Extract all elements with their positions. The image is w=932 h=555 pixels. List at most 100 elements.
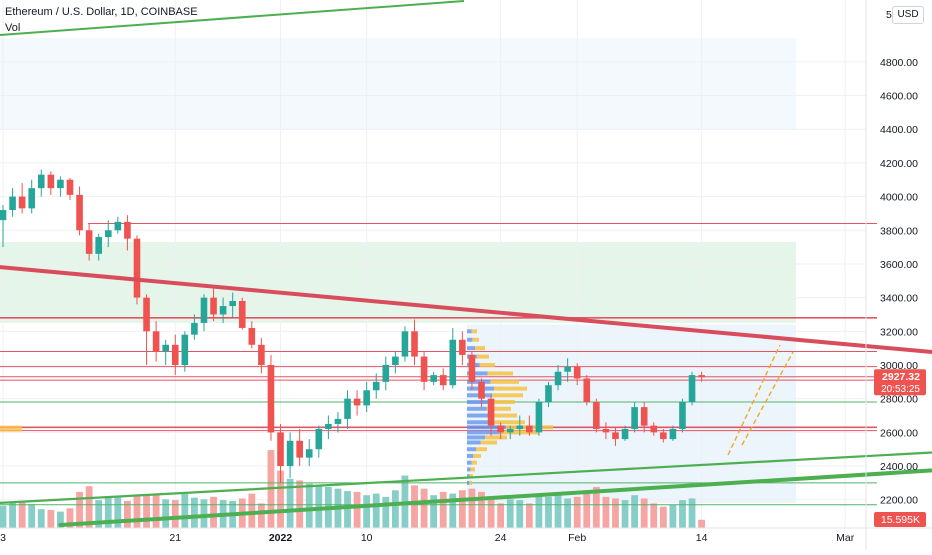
trendline	[58, 468, 932, 527]
y-tick-label: 3600.00	[880, 259, 918, 271]
y-tick-label: 4200.00	[880, 158, 918, 170]
profile-bar-buy	[467, 447, 476, 452]
volume-bar	[564, 498, 572, 528]
volume-bar	[133, 494, 141, 528]
candle-body	[219, 306, 227, 315]
profile-bar-buy	[467, 430, 500, 435]
profile-bar-sell	[492, 393, 523, 398]
profile-bar-sell	[499, 430, 539, 435]
volume-bar	[516, 500, 524, 528]
candle-body	[162, 344, 169, 352]
volume-bar	[37, 509, 45, 528]
candle-body	[238, 301, 246, 328]
profile-bar-sell	[490, 379, 519, 384]
volume-bar	[468, 488, 476, 528]
candle-body	[267, 365, 275, 433]
volume-indicator-label: Vol	[5, 22, 21, 34]
volume-bar	[650, 503, 658, 528]
background-layer	[0, 0, 866, 550]
volume-bar	[162, 499, 170, 528]
profile-bar-sell	[488, 400, 515, 405]
volume-bar	[497, 503, 505, 528]
candle-body	[66, 179, 74, 195]
profile-bar-sell	[486, 406, 511, 411]
volume-bar	[592, 487, 600, 528]
volume-bar	[439, 491, 447, 528]
green-zone	[0, 242, 796, 323]
profile-bar-buy	[467, 460, 472, 465]
y-tick-label: 4400.00	[880, 124, 918, 136]
profile-bar-sell	[473, 453, 481, 458]
volume-bar	[363, 495, 371, 528]
volume-bar	[344, 491, 351, 528]
candle-body	[401, 331, 409, 357]
candle-body	[650, 425, 658, 433]
profile-bar-buy	[467, 406, 487, 411]
candle-body	[459, 339, 466, 355]
candle-body	[430, 375, 437, 382]
x-tick-label: 14	[696, 532, 708, 544]
candle-body	[593, 402, 600, 429]
currency-button[interactable]: USD	[892, 6, 924, 24]
volume-bar	[315, 485, 323, 528]
volume-bar	[679, 500, 686, 528]
volume-bar	[353, 491, 361, 528]
candle-body	[526, 425, 533, 433]
volume-bar	[640, 498, 648, 528]
candle-body	[258, 344, 265, 365]
candle-body	[688, 375, 696, 403]
volume-bar	[449, 493, 457, 528]
profile-bar-buy	[467, 480, 470, 485]
volume-bar	[248, 493, 256, 528]
candle-body	[392, 356, 399, 365]
symbol-title: Ethereum / U.S. Dollar, 1D, COINBASE	[5, 6, 198, 18]
right-margin	[796, 0, 866, 550]
volume-bar	[621, 500, 629, 528]
profile-bar-buy	[467, 371, 488, 376]
volume-bar	[583, 490, 591, 528]
volume-bar	[382, 496, 390, 528]
candle-body	[497, 425, 504, 433]
candle-body	[660, 432, 667, 440]
candle-body	[439, 375, 447, 386]
candle-body	[612, 432, 619, 440]
profile-bar-sell	[476, 447, 487, 452]
profile-bar-sell	[494, 386, 527, 391]
candle-body	[47, 174, 55, 189]
profile-bar-sell	[479, 363, 495, 367]
candle-body	[669, 429, 677, 440]
candle-body	[545, 385, 552, 403]
y-tick-partial: 5(	[886, 9, 896, 21]
volume-bar	[66, 508, 74, 528]
x-tick-label: Mar	[836, 532, 855, 544]
volume-bar	[28, 504, 36, 528]
profile-bar-buy	[467, 435, 485, 440]
volume-bar	[143, 495, 150, 528]
candle-body	[631, 407, 638, 429]
candle-body	[506, 429, 514, 433]
volume-bar	[95, 500, 103, 528]
last-price-label: 2927.32	[882, 371, 920, 383]
candle-body	[679, 402, 686, 429]
volume-bar	[0, 505, 7, 528]
candle-body	[171, 344, 179, 365]
candle-body	[478, 381, 485, 399]
volume-bar	[487, 498, 495, 528]
candle-body	[420, 356, 428, 382]
profile-bar-buy	[467, 440, 481, 445]
volume-bar	[57, 511, 64, 528]
y-tick-label: 3800.00	[880, 225, 918, 237]
volume-bar	[391, 490, 399, 528]
candle-body	[315, 429, 323, 450]
candle-body	[334, 418, 342, 424]
x-tick-label: 21	[169, 532, 181, 544]
volume-bar	[47, 509, 55, 528]
volume-bar	[659, 506, 667, 528]
profile-bar-buy	[467, 400, 489, 405]
candle-body	[602, 429, 610, 433]
volume-bar	[602, 496, 610, 528]
x-tick-label: 24	[495, 532, 507, 544]
volume-bar	[114, 497, 122, 528]
candle-body	[57, 179, 64, 189]
